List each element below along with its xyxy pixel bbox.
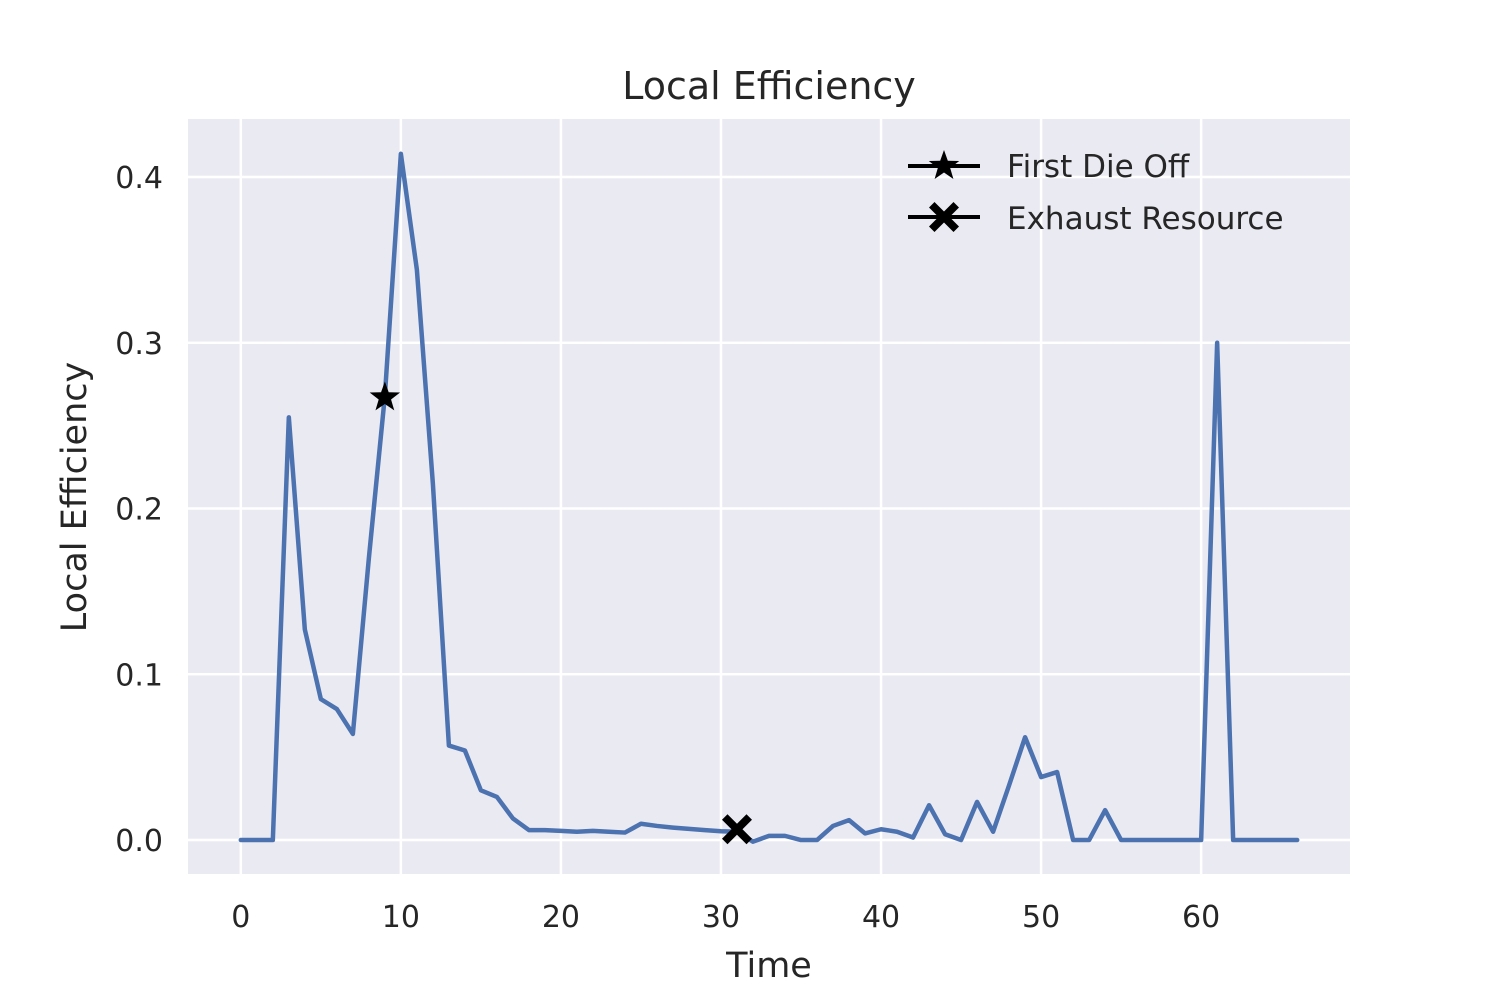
marker-layer	[369, 381, 752, 845]
legend-label: First Die Off	[1007, 149, 1190, 185]
legend-label: Exhaust Resource	[1007, 201, 1284, 237]
x-tick-label: 20	[542, 900, 580, 935]
series-line	[238, 151, 1300, 844]
tick-labels: 0 10 20 30 40 50 60 0.0 0.1 0.2 0.3 0.4	[115, 161, 1220, 935]
legend: First Die Off Exhaust Resource	[908, 149, 1284, 237]
y-tick-label: 0.2	[115, 493, 163, 528]
y-tick-label: 0.3	[115, 327, 163, 362]
legend-star-icon	[928, 150, 960, 179]
legend-x-icon	[929, 202, 959, 232]
x-tick-label: 50	[1022, 900, 1060, 935]
legend-item-exhaust-resource: Exhaust Resource	[908, 201, 1284, 237]
x-tick-label: 30	[702, 900, 740, 935]
x-axis-label: Time	[725, 946, 812, 986]
chart-title: Local Efficiency	[622, 64, 916, 108]
grid	[188, 119, 1350, 874]
x-tick-label: 60	[1182, 900, 1220, 935]
y-axis-label: Local Efficiency	[55, 362, 95, 632]
plot-area	[188, 119, 1350, 874]
y-tick-label: 0.1	[115, 658, 163, 693]
y-tick-label: 0.4	[115, 161, 163, 196]
x-tick-label: 40	[862, 900, 900, 935]
legend-item-first-die-off: First Die Off	[908, 149, 1190, 185]
first-die-off-marker	[369, 381, 401, 411]
x-tick-label: 10	[382, 900, 420, 935]
y-tick-label: 0.0	[115, 824, 163, 859]
series-layer	[238, 151, 1300, 844]
x-tick-label: 0	[231, 900, 250, 935]
exhaust-resource-marker	[721, 814, 752, 845]
